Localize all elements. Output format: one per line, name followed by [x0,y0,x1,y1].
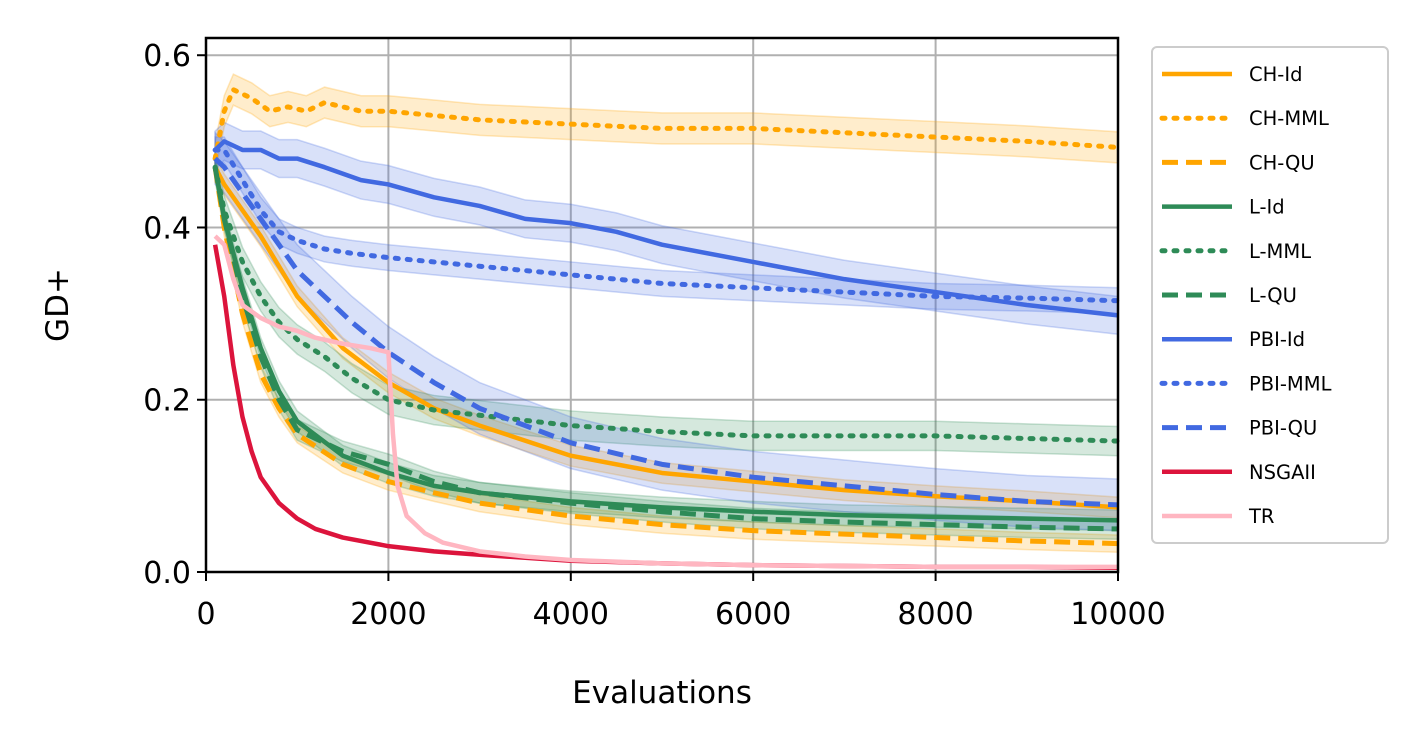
y-tick-label: 0.6 [143,39,191,74]
legend-label-l-mml: L-MML [1249,240,1311,263]
series-line-l-id [212,166,1119,523]
series-line-ch-qu [212,166,1119,547]
series-line-pbi-mml [212,147,1121,304]
legend-label-l-qu: L-QU [1249,284,1297,307]
x-tick-label: 8000 [897,597,973,632]
legend-label-ch-id: CH-Id [1249,63,1302,86]
legend-label-pbi-qu: PBI-QU [1249,417,1317,440]
y-axis-label: GD+ [40,268,76,342]
series-line-l-mml [212,164,1121,444]
x-tick-label: 4000 [533,597,609,632]
series-line-ch-mml [212,87,1121,162]
legend-label-tr: TR [1248,505,1274,528]
legend-label-ch-mml: CH-MML [1249,107,1329,130]
series-line-tr [213,234,1118,570]
legend-label-nsgaii: NSGAII [1249,461,1316,484]
y-tick-label: 0.4 [143,211,191,246]
y-tick-label: 0.0 [143,556,191,591]
y-ticks: 0.0 0.2 0.4 0.6 [143,39,206,591]
x-tick-label: 2000 [350,597,426,632]
confidence-bands [214,73,1119,553]
legend-label-l-id: L-Id [1249,196,1285,219]
x-axis-label: Evaluations [572,675,752,711]
legend: CH-Id CH-MML CH-QU L-Id L-MML L-QU PBI-Id PBI-M… [1151,46,1389,544]
legend-label-ch-qu: CH-QU [1249,151,1315,174]
series-line-l-qu [212,166,1119,532]
series-line-pbi-id [213,139,1119,318]
x-tick-label: 10000 [1070,597,1165,632]
series-lines [212,87,1121,570]
axes-frame [204,36,1120,574]
legend-label-pbi-id: PBI-Id [1249,328,1305,351]
x-tick-label: 6000 [715,597,791,632]
series-line-pbi-qu [213,156,1119,508]
x-tick-label: 0 [196,597,215,632]
x-ticks: 0 2000 4000 6000 8000 10000 [196,572,1166,632]
legend-label-pbi-mml: PBI-MML [1249,372,1332,395]
y-tick-label: 0.2 [143,384,191,419]
legend-box [1151,46,1389,544]
